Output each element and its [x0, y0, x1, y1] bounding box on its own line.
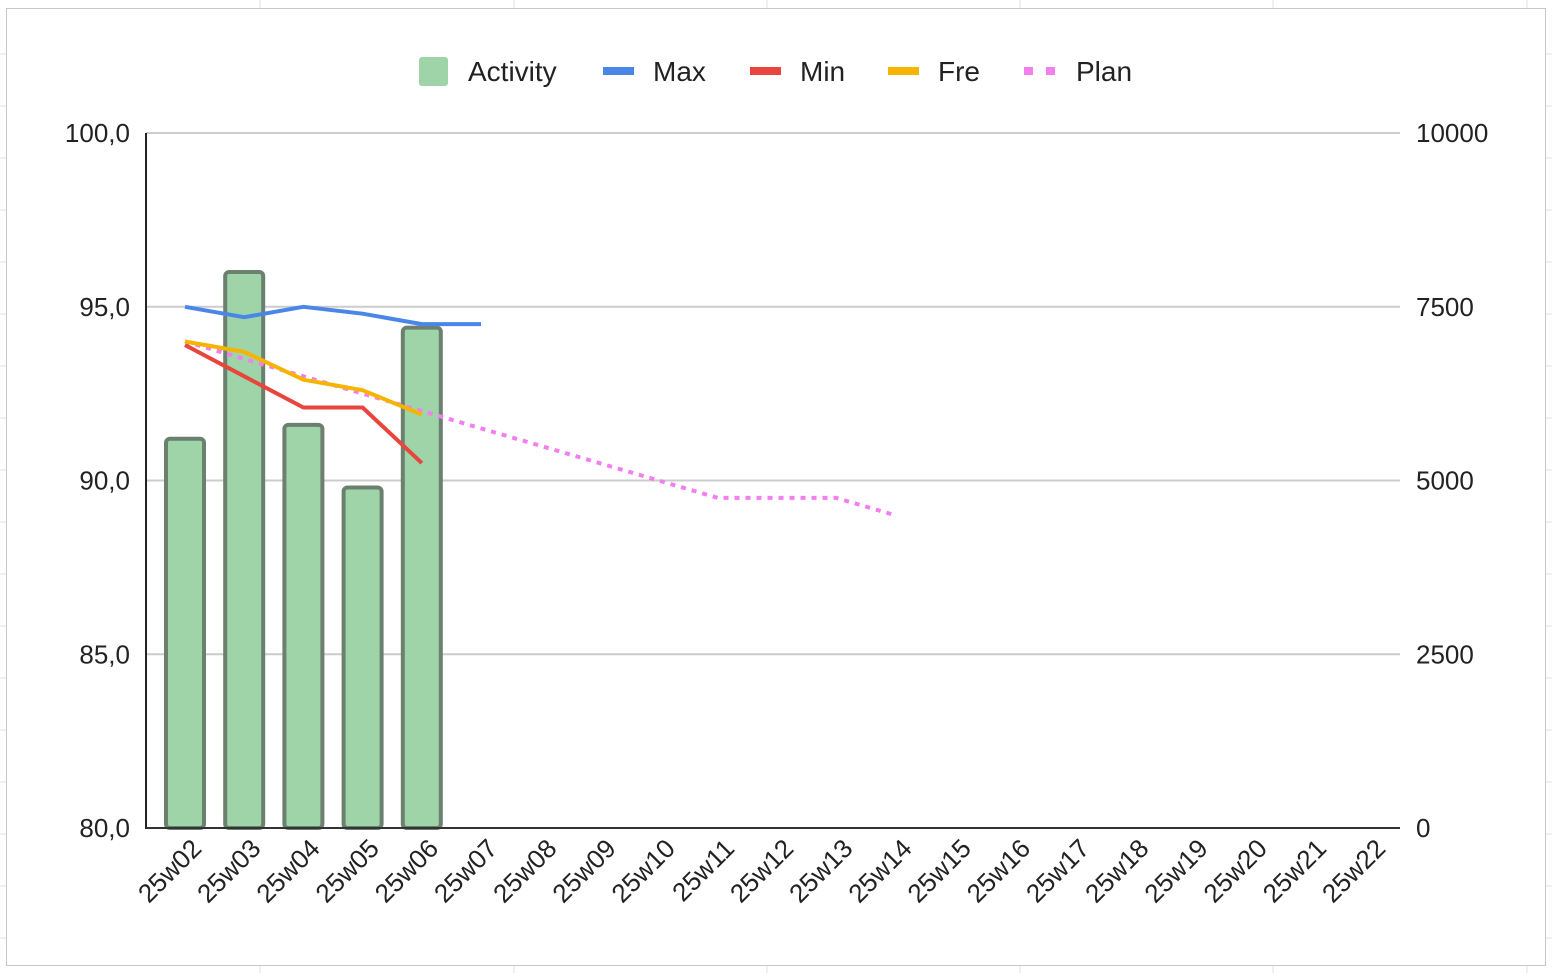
legend-item-plan[interactable]: Plan	[1024, 56, 1132, 87]
legend-swatch	[750, 67, 781, 75]
chart-axes	[145, 133, 1400, 829]
x-tick-label: 25w06	[369, 833, 444, 908]
legend-item-max[interactable]: Max	[603, 56, 706, 87]
legend-swatch	[1046, 67, 1055, 75]
right-tick-label: 2500	[1416, 639, 1474, 669]
legend-label: Fre	[938, 56, 980, 87]
right-tick-label: 7500	[1416, 292, 1474, 322]
legend-label: Max	[653, 56, 706, 87]
legend-label: Activity	[468, 56, 557, 87]
x-tick-label: 25w04	[250, 833, 325, 908]
right-tick-label: 5000	[1416, 466, 1474, 496]
left-tick-label: 90,0	[79, 466, 130, 496]
x-tick-label: 25w15	[901, 833, 976, 908]
x-tick-label: 25w16	[961, 833, 1036, 908]
line-plan	[184, 339, 896, 518]
chart-legend: Activity Max Min Fre Plan	[419, 56, 1132, 87]
left-axis-ticks: 80,0 85,0 90,0 95,0 100,0	[65, 118, 130, 843]
legend-swatch	[1024, 67, 1033, 75]
x-tick-label: 25w19	[1138, 833, 1213, 908]
legend-label: Min	[800, 56, 845, 87]
x-tick-label: 25w03	[191, 833, 266, 908]
x-tick-label: 25w12	[724, 833, 799, 908]
x-tick-label: 25w02	[132, 833, 207, 908]
bar-activity-25w02	[164, 436, 206, 830]
left-tick-label: 95,0	[79, 292, 130, 322]
line-min	[184, 343, 424, 465]
x-tick-label: 25w09	[546, 833, 621, 908]
x-tick-label: 25w18	[1079, 833, 1154, 908]
x-tick-label: 25w07	[428, 833, 503, 908]
right-tick-label: 0	[1416, 813, 1430, 843]
left-tick-label: 85,0	[79, 639, 130, 669]
line-fre	[184, 339, 423, 417]
line-max	[184, 304, 481, 327]
legend-item-min[interactable]: Min	[750, 56, 845, 87]
legend-swatch	[419, 57, 448, 86]
x-tick-label: 25w13	[783, 833, 858, 908]
right-axis-ticks: 0 2500 5000 7500 10000	[1416, 118, 1488, 843]
x-axis-ticks: 25w0225w0325w0425w0525w0625w0725w0825w09…	[132, 833, 1391, 908]
legend-item-fre[interactable]: Fre	[888, 56, 980, 87]
bar-activity-25w05	[341, 485, 384, 830]
series-lines	[184, 304, 896, 518]
bar-activity-25w04	[282, 422, 325, 830]
left-tick-label: 100,0	[65, 118, 130, 148]
x-tick-label: 25w05	[309, 833, 384, 908]
legend-swatch	[888, 67, 919, 75]
x-tick-label: 25w21	[1257, 833, 1332, 908]
legend-item-activity[interactable]: Activity	[419, 56, 557, 87]
right-tick-label: 10000	[1416, 118, 1488, 148]
horizontal-gridlines	[146, 132, 1400, 656]
x-tick-label: 25w08	[487, 833, 562, 908]
bar-activity-25w06	[400, 325, 443, 830]
x-tick-label: 25w22	[1316, 833, 1391, 908]
x-tick-label: 25w10	[605, 833, 680, 908]
x-tick-label: 25w11	[666, 833, 740, 907]
legend-swatch	[603, 67, 634, 75]
left-tick-label: 80,0	[79, 813, 130, 843]
x-tick-label: 25w14	[842, 833, 917, 908]
x-tick-label: 25w17	[1020, 833, 1095, 908]
x-tick-label: 25w20	[1197, 833, 1272, 908]
legend-label: Plan	[1076, 56, 1132, 87]
activity-bars	[164, 270, 443, 830]
